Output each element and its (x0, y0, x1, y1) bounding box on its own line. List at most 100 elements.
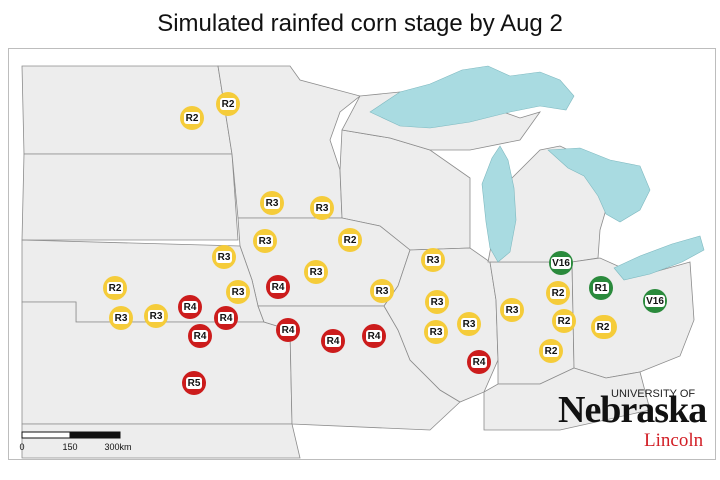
stage-marker: R4 (178, 295, 202, 319)
map-title: Simulated rainfed corn stage by Aug 2 (157, 10, 563, 37)
stage-marker-label-bg (325, 335, 341, 347)
stage-marker-label: R3 (259, 236, 272, 247)
stage-marker-label: R4 (473, 357, 486, 368)
stage-marker-label: V16 (646, 296, 664, 307)
logo-university-text: UNIVERSITY OF (611, 388, 695, 400)
stage-marker-label: R2 (186, 113, 199, 124)
stage-marker: R2 (103, 276, 127, 300)
stage-marker-label: R4 (220, 313, 233, 324)
stage-marker: R5 (182, 371, 206, 395)
logo-lincoln-text: Lincoln (644, 430, 704, 451)
lake-superior (369, 65, 575, 129)
stage-marker: R4 (188, 324, 212, 348)
state-south-dakota (21, 153, 239, 241)
stage-marker-label: R3 (150, 311, 163, 322)
stage-marker-label: R3 (463, 319, 476, 330)
stage-marker-label-bg (264, 197, 280, 209)
stage-marker: R3 (370, 279, 394, 303)
stage-marker-label: R3 (316, 203, 329, 214)
stage-marker-label: R4 (327, 336, 340, 347)
stage-marker-label-bg (504, 304, 520, 316)
stage-marker-label-bg (107, 282, 123, 294)
stage-marker: R2 (546, 281, 570, 305)
stage-marker-label-bg (148, 310, 164, 322)
stage-marker-label-bg (543, 345, 559, 357)
stage-marker: R3 (226, 280, 250, 304)
stage-marker-label: R4 (194, 331, 207, 342)
stage-marker: V16 (643, 289, 667, 313)
stage-marker-label-bg (182, 301, 198, 313)
stage-marker-label-bg (113, 312, 129, 324)
stage-marker-label: R3 (427, 255, 440, 266)
stage-marker: R2 (338, 228, 362, 252)
stage-marker-label-bg (192, 330, 208, 342)
state-oklahoma (21, 423, 301, 459)
stage-marker: V16 (549, 251, 573, 275)
stage-marker: R2 (552, 309, 576, 333)
stage-marker-label-bg (342, 234, 358, 246)
stage-marker: R3 (260, 191, 284, 215)
great-lakes (369, 65, 705, 281)
stage-marker-label-bg (270, 281, 286, 293)
stage-marker-label-bg (461, 318, 477, 330)
stage-marker-label: R4 (368, 331, 381, 342)
stage-marker-label: R3 (376, 286, 389, 297)
stage-marker-label: R3 (232, 287, 245, 298)
stage-marker-label-bg (184, 112, 200, 124)
stage-marker: R3 (310, 196, 334, 220)
stage-marker: R1 (589, 276, 613, 300)
stage-marker: R2 (591, 315, 615, 339)
stage-marker: R4 (214, 306, 238, 330)
stage-marker-label-bg (257, 235, 273, 247)
stage-marker-label: V16 (552, 258, 570, 269)
stage-marker-label-bg (425, 254, 441, 266)
lake-erie (613, 235, 705, 281)
scale-label-0: 0 (19, 442, 24, 452)
stage-marker: R4 (362, 324, 386, 348)
stage-marker-label: R2 (597, 322, 610, 333)
stage-markers: R2 R2 R3 R3 R3 R2 R3 R3 R3 R2 R3 R3 R3 R4 R3 R3 R4 R4 R4 R4… (103, 92, 667, 395)
stage-marker-label-bg (551, 257, 571, 269)
stage-marker-label: R3 (430, 327, 443, 338)
lake-huron (547, 147, 651, 223)
stage-marker-label-bg (218, 312, 234, 324)
stage-marker-label-bg (593, 282, 609, 294)
stage-marker-label: R1 (595, 283, 608, 294)
stage-marker-label: R4 (282, 325, 295, 336)
stage-marker-label-bg (186, 377, 202, 389)
stage-marker-label: R2 (109, 283, 122, 294)
stage-marker: R3 (304, 260, 328, 284)
stage-marker-label-bg (556, 315, 572, 327)
stage-marker-label-bg (280, 324, 296, 336)
stage-marker-label-bg (428, 326, 444, 338)
stage-marker-label: R3 (506, 305, 519, 316)
stage-marker-label: R4 (184, 302, 197, 313)
stage-marker-label: R3 (310, 267, 323, 278)
stage-marker: R3 (253, 229, 277, 253)
stage-marker-label: R2 (222, 99, 235, 110)
stage-marker-label: R3 (218, 252, 231, 263)
stage-marker-label: R3 (115, 313, 128, 324)
state-kentucky (483, 367, 651, 431)
stage-marker-label: R3 (266, 198, 279, 209)
stage-marker-label-bg (216, 251, 232, 263)
scale-label-300km: 300km (104, 442, 131, 452)
stage-marker-label: R2 (558, 316, 571, 327)
stage-marker: R4 (467, 350, 491, 374)
stage-marker-label-bg (550, 287, 566, 299)
stage-marker-label: R4 (272, 282, 285, 293)
stage-marker-label-bg (471, 356, 487, 368)
stage-marker-label-bg (429, 296, 445, 308)
stage-marker: R2 (180, 106, 204, 130)
stage-marker-label-bg (308, 266, 324, 278)
stage-marker: R3 (425, 290, 449, 314)
stage-marker-label-bg (230, 286, 246, 298)
stage-marker-label: R2 (552, 288, 565, 299)
stage-marker-label-bg (595, 321, 611, 333)
stage-marker: R4 (266, 275, 290, 299)
unl-logo: UNIVERSITY OF Nebraska Lincoln (558, 388, 708, 451)
stage-marker-label-bg (374, 285, 390, 297)
stage-marker-label-bg (314, 202, 330, 214)
scale-bar: 0 150 300km (19, 431, 132, 452)
